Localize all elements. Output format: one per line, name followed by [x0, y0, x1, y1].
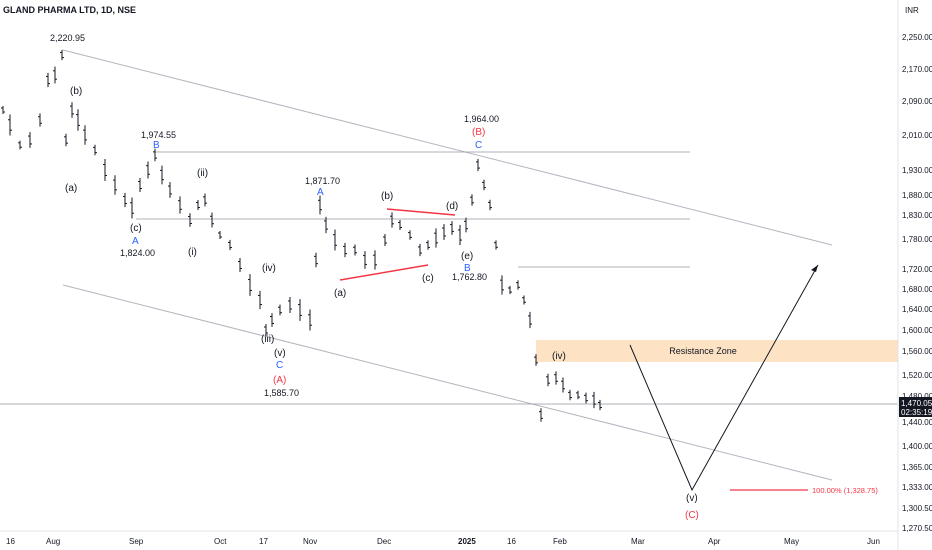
price-label: 1,824.00: [120, 248, 155, 258]
last-price-label: 1,470.05: [901, 399, 932, 408]
wave-label: B: [153, 140, 160, 151]
wave-label: (b): [381, 191, 393, 202]
resistance-zone-label: Resistance Zone: [669, 346, 737, 356]
wave-label: (v): [274, 348, 286, 359]
wave-label: (iv): [552, 351, 566, 362]
x-tick: Aug: [46, 537, 60, 546]
fib-label: 100.00% (1,328.75): [812, 486, 878, 495]
y-tick: 2,010.00: [902, 131, 932, 140]
channel-lower-line: [62, 284, 833, 481]
wave-label: (C): [685, 510, 699, 521]
x-tick: 16: [6, 537, 15, 546]
price-axis[interactable]: 2,250.00 2,170.00 2,090.00 2,010.00 1,93…: [902, 33, 932, 533]
triangle-pattern-lower: [339, 264, 429, 281]
wave-label: (B): [472, 127, 485, 138]
y-tick: 1,560.00: [902, 347, 932, 356]
wave-label: C: [276, 360, 283, 371]
y-tick: 1,640.00: [902, 305, 932, 314]
price-label: 1,964.00: [464, 114, 499, 124]
y-tick: 1,880.00: [902, 191, 932, 200]
x-tick: Jun: [867, 537, 880, 546]
wave-label: C: [475, 140, 482, 151]
y-tick: 1,400.00: [902, 442, 932, 451]
chart-title: GLAND PHARMA LTD, 1D, NSE: [3, 5, 136, 15]
y-tick: 1,930.00: [902, 166, 932, 175]
y-tick: 1,600.00: [902, 326, 932, 335]
y-tick: 1,680.00: [902, 285, 932, 294]
wave-label: (v): [686, 493, 698, 504]
wave-label: (a): [334, 288, 346, 299]
x-tick: Mar: [631, 537, 645, 546]
y-tick: 1,480.00: [902, 392, 932, 401]
y-tick: 1,270.50: [902, 524, 932, 533]
wave-label: (A): [273, 375, 286, 386]
y-tick: 1,333.00: [902, 483, 932, 492]
x-tick: Apr: [708, 537, 721, 546]
wave-label: (c): [130, 223, 142, 234]
countdown-label: 02:35:19: [901, 408, 932, 417]
wave-label: (d): [446, 201, 458, 212]
currency-label: INR: [905, 6, 919, 15]
resistance-zone: [536, 340, 898, 362]
x-tick: May: [784, 537, 799, 546]
wave-label: A: [317, 187, 324, 198]
channel-upper-line: [62, 49, 833, 246]
wave-label: (e): [461, 251, 473, 262]
projection-arrowhead: [811, 265, 818, 272]
y-tick: 1,300.50: [902, 504, 932, 513]
wave-label: (b): [70, 86, 82, 97]
price-label: 1,762.80: [452, 272, 487, 282]
x-tick: Feb: [553, 537, 567, 546]
y-tick: 2,250.00: [902, 33, 932, 42]
wave-label: (c): [422, 273, 434, 284]
y-tick: 1,440.00: [902, 418, 932, 427]
wave-label: (a): [65, 183, 77, 194]
projection-path: [629, 264, 819, 492]
triangle-pattern: [386, 208, 456, 216]
wave-label: (ii): [197, 168, 208, 179]
x-tick: 2025: [458, 537, 476, 546]
x-tick: 17: [259, 537, 268, 546]
last-price-badge: [899, 397, 932, 417]
price-label: 1,585.70: [264, 388, 299, 398]
y-tick: 2,170.00: [902, 65, 932, 74]
y-tick: 1,365.00: [902, 463, 932, 472]
x-tick: Sep: [129, 537, 144, 546]
x-tick: Oct: [214, 537, 227, 546]
price-bars: [1, 49, 602, 422]
y-tick: 1,830.00: [902, 211, 932, 220]
wave-label: B: [464, 263, 471, 274]
y-tick: 1,780.00: [902, 235, 932, 244]
x-tick: 16: [507, 537, 516, 546]
wave-label: (i): [188, 247, 197, 258]
price-label: 2,220.95: [50, 33, 85, 43]
wave-label: (iii): [261, 334, 274, 345]
x-tick: Nov: [303, 537, 317, 546]
time-axis[interactable]: 16 Aug Sep Oct 17 Nov Dec 2025 16 Feb Ma…: [6, 537, 880, 546]
y-tick: 1,720.00: [902, 265, 932, 274]
wave-label: (iv): [262, 263, 276, 274]
y-tick: 2,090.00: [902, 97, 932, 106]
price-label: 1,974.55: [141, 130, 176, 140]
x-tick: Dec: [377, 537, 391, 546]
y-tick: 1,520.00: [902, 371, 932, 380]
wave-label: A: [132, 236, 139, 247]
price-label: 1,871.70: [305, 176, 340, 186]
